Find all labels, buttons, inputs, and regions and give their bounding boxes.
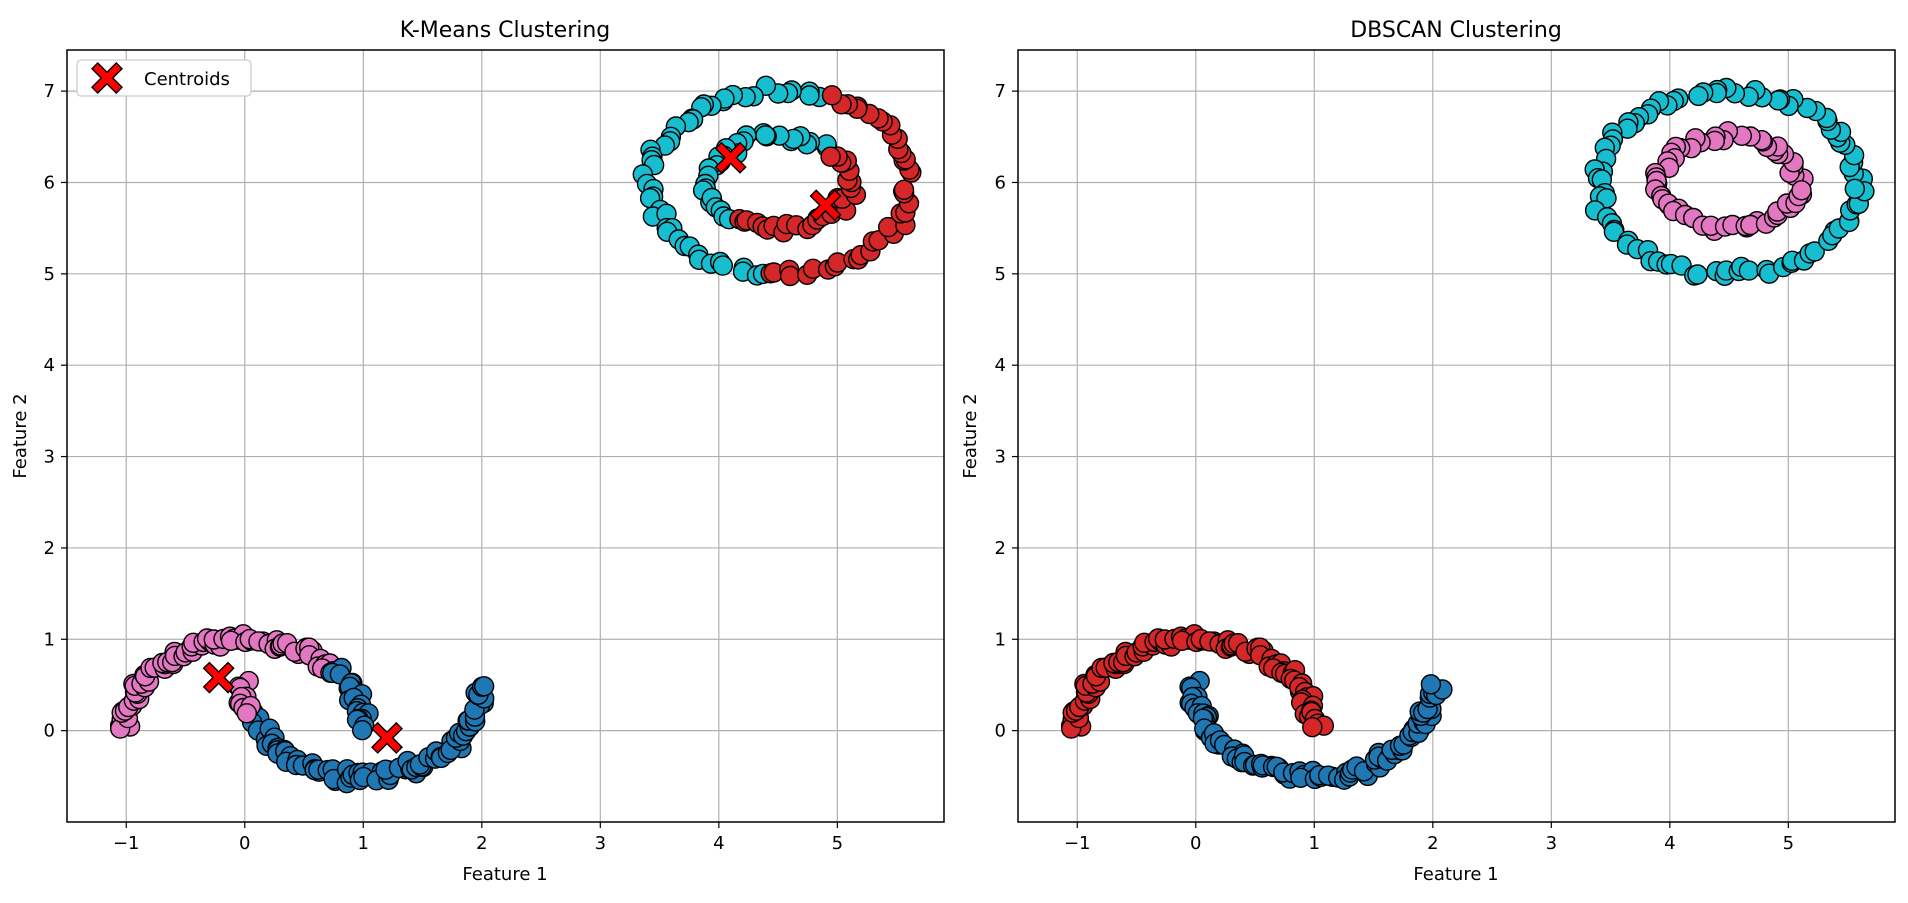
data-point bbox=[893, 179, 915, 201]
y-tick-label: 1 bbox=[44, 629, 55, 650]
y-tick-label: 5 bbox=[995, 264, 1006, 285]
data-point bbox=[779, 265, 801, 287]
y-tick-label: 7 bbox=[995, 81, 1006, 102]
data-points bbox=[109, 75, 922, 794]
chart-title: K-Means Clustering bbox=[400, 18, 611, 43]
centroid-marker bbox=[714, 141, 747, 174]
tick-labels: −1 0 1 2 3 4 5 0 1 2 3 4 5 6 7 bbox=[44, 81, 844, 854]
data-point bbox=[820, 146, 841, 167]
tick-labels: −1 0 1 2 3 4 5 0 1 2 3 4 5 6 7 bbox=[995, 81, 1795, 854]
centroid-marker bbox=[809, 189, 842, 222]
x-tick-label: 4 bbox=[1664, 833, 1675, 854]
data-point bbox=[1844, 178, 1866, 200]
data-point bbox=[1738, 260, 1760, 281]
centroid-marker bbox=[371, 721, 403, 754]
y-tick-label: 0 bbox=[995, 721, 1006, 742]
data-point bbox=[1603, 221, 1625, 243]
x-tick-label: 1 bbox=[358, 833, 369, 854]
y-tick-label: 6 bbox=[995, 172, 1006, 193]
y-tick-label: 4 bbox=[995, 355, 1006, 376]
y-tick-label: 3 bbox=[44, 447, 55, 468]
y-tick-label: 2 bbox=[44, 538, 55, 559]
x-axis-label: Feature 1 bbox=[1413, 864, 1498, 885]
y-tick-label: 3 bbox=[995, 447, 1006, 468]
data-point bbox=[236, 703, 258, 724]
axes-frame bbox=[66, 49, 945, 823]
x-tick-label: −1 bbox=[113, 833, 140, 854]
y-tick-label: 0 bbox=[44, 721, 55, 742]
x-tick-label: 2 bbox=[1427, 833, 1438, 854]
y-tick-label: 6 bbox=[44, 172, 55, 193]
y-tick-label: 4 bbox=[44, 355, 55, 376]
x-tick-label: 5 bbox=[832, 833, 843, 854]
x-tick-label: 0 bbox=[239, 833, 250, 854]
data-point bbox=[799, 85, 820, 106]
x-tick-label: 3 bbox=[1546, 833, 1557, 854]
x-tick-label: 3 bbox=[595, 833, 606, 854]
data-point bbox=[1688, 85, 1709, 107]
centroid-markers bbox=[202, 141, 842, 754]
data-point bbox=[712, 255, 733, 276]
legend: Centroids bbox=[76, 59, 252, 97]
y-axis-label: Feature 2 bbox=[10, 393, 31, 478]
y-tick-label: 7 bbox=[44, 81, 55, 102]
data-points bbox=[1060, 77, 1875, 790]
x-tick-label: −1 bbox=[1064, 833, 1091, 854]
y-tick-label: 2 bbox=[995, 538, 1006, 559]
data-point bbox=[821, 85, 843, 106]
x-tick-label: 2 bbox=[476, 833, 487, 854]
x-tick-label: 5 bbox=[1783, 833, 1794, 854]
legend-centroid-marker bbox=[91, 62, 123, 94]
x-tick-label: 0 bbox=[1190, 833, 1201, 854]
data-point bbox=[1302, 717, 1323, 738]
y-axis-label: Feature 2 bbox=[960, 393, 981, 478]
grid bbox=[67, 50, 944, 822]
axes-frame bbox=[1017, 49, 1896, 823]
centroid-marker bbox=[202, 661, 235, 694]
data-point bbox=[1687, 264, 1708, 285]
y-tick-label: 5 bbox=[44, 264, 55, 285]
data-point bbox=[352, 720, 373, 741]
legend-entry-centroids: Centroids bbox=[144, 69, 230, 90]
x-axis-label: Feature 1 bbox=[462, 864, 547, 885]
kmeans-chart: K-Means Clustering −1 0 1 2 3 4 5 0 1 2 3 4 5 6 7 Feat… bbox=[10, 18, 945, 885]
x-tick-label: 4 bbox=[713, 833, 724, 854]
data-point bbox=[1791, 180, 1812, 201]
x-tick-label: 1 bbox=[1309, 833, 1320, 854]
chart-title: DBSCAN Clustering bbox=[1350, 18, 1562, 43]
y-tick-label: 1 bbox=[995, 629, 1006, 650]
data-point bbox=[473, 676, 495, 697]
dbscan-chart: DBSCAN Clustering −1 0 1 2 3 4 5 0 1 2 3 4 5 6 7 Featu… bbox=[960, 18, 1896, 885]
data-point bbox=[1804, 241, 1825, 262]
data-point bbox=[755, 125, 776, 146]
data-point bbox=[1420, 674, 1442, 695]
legend-centroid-symbol bbox=[91, 62, 123, 94]
